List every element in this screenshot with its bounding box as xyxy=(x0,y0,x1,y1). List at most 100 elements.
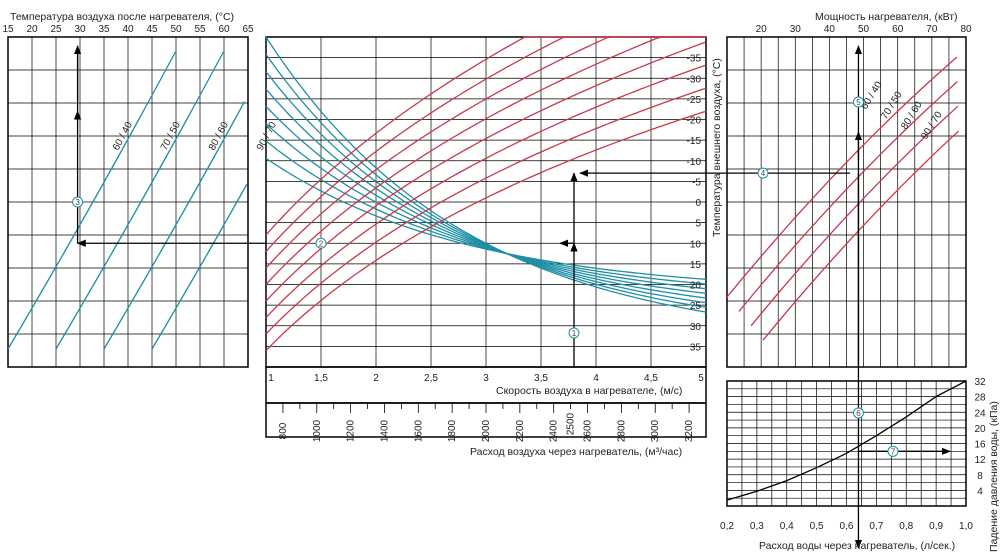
power-tick-label: 80 xyxy=(960,24,972,35)
velocity-tick-label: 1,5 xyxy=(314,373,328,384)
reading-arrows xyxy=(73,45,951,549)
water-flow-tick-label: 0,6 xyxy=(840,521,854,532)
outlet-temp-curve-2 xyxy=(103,101,246,350)
marker-2-circle xyxy=(315,237,327,249)
outside-temp-tick-label: 30 xyxy=(690,322,702,333)
outlet-temp-curve-0 xyxy=(7,51,176,350)
velocity-red-curve-4 xyxy=(265,36,706,285)
water-flow-tick-label: 0,4 xyxy=(780,521,794,532)
outside-temp-tick-label: -15 xyxy=(687,136,702,147)
outside-temp-tick-label: 35 xyxy=(690,342,702,353)
pressure-tick-label: 28 xyxy=(974,393,986,404)
velocity-tick-label: 4,5 xyxy=(644,373,658,384)
pressure-tick-label: 24 xyxy=(974,408,986,419)
power-tick-label: 30 xyxy=(790,24,802,35)
airflow-tick-label: 2800 xyxy=(616,419,627,442)
airflow-tick-label: 1400 xyxy=(379,419,390,442)
outside-temp-tick-label: 0 xyxy=(695,198,701,209)
marker-4-label: 4 xyxy=(761,169,766,178)
outside-temp-tick-label: 25 xyxy=(690,301,702,312)
marker-7-label: 7 xyxy=(891,447,896,456)
marker-4-circle xyxy=(757,167,769,179)
power-tick-label: 40 xyxy=(824,24,836,35)
marker-3-label: 3 xyxy=(75,198,80,207)
outside-temp-tick-label: -10 xyxy=(687,157,702,168)
airflow-tick-label: 2000 xyxy=(481,419,492,442)
velocity-tick-label: 2,5 xyxy=(424,373,438,384)
pressure-tick-label: 12 xyxy=(974,455,986,466)
marker-6-label: 6 xyxy=(856,409,861,418)
airflow-tick-label: 800 xyxy=(278,422,289,439)
power-axis-title: Мощность нагревателя, (кВт) xyxy=(815,11,958,23)
outside-temp-tick-label: -35 xyxy=(687,54,702,65)
velocity-blue-curve-7 xyxy=(265,157,707,280)
power-tick-label: 60 xyxy=(892,24,904,35)
outside-temp-tick-label: -30 xyxy=(687,74,702,85)
outside-temp-tick-label: 15 xyxy=(690,260,702,271)
marker-1-circle xyxy=(568,327,580,339)
airflow-tick-label: 3200 xyxy=(684,419,695,442)
velocity-red-curve-2 xyxy=(265,64,707,318)
velocity-blue-curve-6 xyxy=(265,140,707,285)
airflow-tick-label: 2600 xyxy=(583,419,594,442)
power-tick-label: 70 xyxy=(926,24,938,35)
power-tick-label: 50 xyxy=(858,24,870,35)
marker-5-label: 5 xyxy=(856,98,861,107)
marker-5-circle xyxy=(852,96,864,108)
chart-curves xyxy=(7,36,967,501)
airflow-tick-label: 1800 xyxy=(447,419,458,442)
outside-temp-tick-label: -5 xyxy=(692,177,701,188)
power-tick-label: 20 xyxy=(756,24,768,35)
outlet-temp-curve-3 xyxy=(151,183,248,350)
outlet-temp-tick-label: 30 xyxy=(74,24,86,35)
airflow-tick-label: 1200 xyxy=(346,419,357,442)
velocity-red-curve-1 xyxy=(265,87,707,335)
grid-lines xyxy=(8,37,966,506)
marker-3-circle xyxy=(72,196,84,208)
outlet-temp-curve-1 xyxy=(55,51,224,350)
outside-temp-tick-label: 5 xyxy=(695,219,701,230)
velocity-blue-curve-4 xyxy=(265,105,707,295)
water-flow-tick-label: 0,3 xyxy=(750,521,764,532)
water-flow-tick-label: 1,0 xyxy=(959,521,973,532)
pressure-drop-axis-title: Падение давления воды, (кПа) xyxy=(988,401,1000,552)
velocity-tick-label: 5 xyxy=(698,373,704,384)
outlet-temp-tick-label: 40 xyxy=(122,24,134,35)
airflow-marker-label: 2500 xyxy=(566,412,577,435)
step-markers: 1 2 3 4 5 6 7 xyxy=(72,96,899,457)
airflow-tick-label: 3000 xyxy=(650,419,661,442)
marker-2-label: 2 xyxy=(319,239,324,248)
outside-temp-tick-label: 20 xyxy=(690,281,702,292)
power-series-label: 60 / 40 xyxy=(859,79,885,111)
velocity-axis-title: Скорость воздуха в нагревателе, (м/с) xyxy=(496,385,682,397)
velocity-red-curve-0 xyxy=(265,110,707,351)
outlet-temp-axis-title: Температура воздуха после нагревателя, (… xyxy=(10,11,234,23)
velocity-blue-curve-0 xyxy=(265,36,707,313)
outside-temp-tick-label: -25 xyxy=(687,95,702,106)
water-flow-tick-label: 0,8 xyxy=(899,521,913,532)
airflow-axis-title: Расход воздуха через нагреватель, (м³/ча… xyxy=(470,446,682,458)
marker-7-circle xyxy=(887,445,899,457)
power-curve-2 xyxy=(750,105,959,327)
velocity-tick-label: 3 xyxy=(483,373,489,384)
marker-1-label: 1 xyxy=(572,329,577,338)
water-flow-axis-title: Расход воды через нагреватель, (л/сек.) xyxy=(759,540,955,552)
airflow-tick-label: 1600 xyxy=(413,419,424,442)
outside-temp-tick-label: 10 xyxy=(690,239,702,250)
velocity-tick-label: 4 xyxy=(593,373,599,384)
velocity-tick-label: 1 xyxy=(268,373,274,384)
velocity-blue-curve-3 xyxy=(265,88,707,299)
power-curve-3 xyxy=(762,130,959,341)
marker-6-circle xyxy=(852,407,864,419)
outlet-temp-tick-label: 55 xyxy=(194,24,206,35)
velocity-tick-label: 3,5 xyxy=(534,373,548,384)
pressure-curve xyxy=(726,380,967,501)
outlet-temp-tick-label: 65 xyxy=(242,24,254,35)
velocity-red-curve-7 xyxy=(265,36,706,236)
velocity-tick-label: 2 xyxy=(373,373,379,384)
water-flow-tick-label: 0,2 xyxy=(720,521,734,532)
water-flow-tick-label: 0,5 xyxy=(810,521,824,532)
outside-temp-tick-label: -20 xyxy=(687,116,702,127)
airflow-tick-label: 2200 xyxy=(515,419,526,442)
